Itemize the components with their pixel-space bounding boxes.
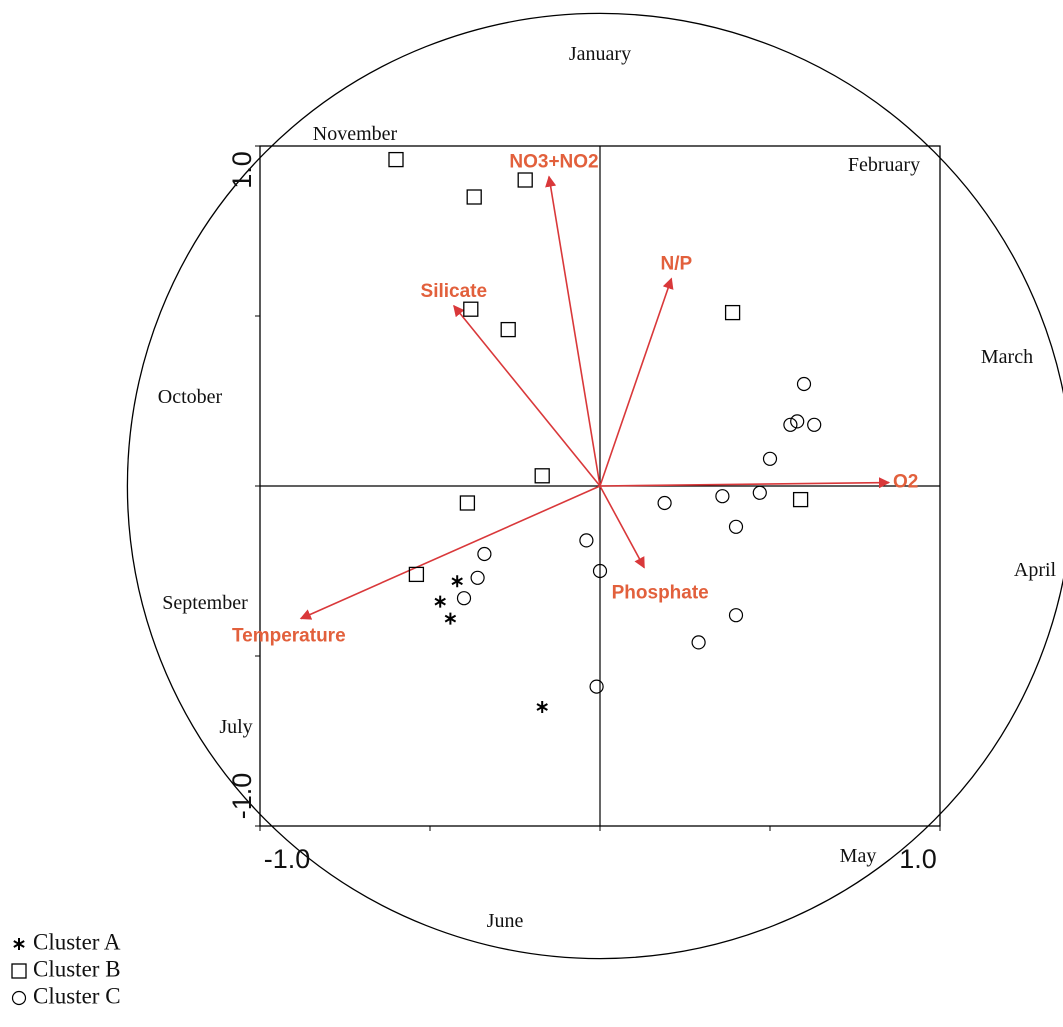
square-marker [388, 151, 404, 168]
circle-marker [728, 608, 744, 623]
month-label: March [981, 346, 1033, 368]
asterisk-marker [13, 938, 25, 950]
legend-entry: Cluster B [11, 956, 121, 981]
month-label: September [162, 592, 248, 614]
square-marker [466, 189, 482, 205]
square-marker [517, 172, 533, 188]
vector-arrow [599, 277, 674, 487]
square-marker [500, 321, 516, 338]
asterisk-marker [536, 701, 548, 713]
vector-arrow [599, 477, 891, 489]
vector-arrow [599, 485, 645, 569]
circle-marker [579, 533, 594, 548]
month-label: April [1014, 559, 1057, 581]
month-label: November [313, 123, 398, 145]
circle-marker [783, 417, 798, 432]
circle-marker [470, 570, 485, 585]
circle-marker [657, 495, 672, 511]
square-marker [792, 491, 809, 508]
circle-marker [11, 990, 27, 1006]
square-marker [463, 301, 479, 317]
vector-arrow [453, 304, 601, 487]
square-marker [408, 566, 425, 583]
square-marker [534, 468, 550, 484]
month-label: July [219, 716, 252, 738]
asterisk-marker [451, 575, 463, 588]
asterisk-marker [444, 612, 457, 625]
circle-marker [728, 519, 744, 534]
circle-marker [752, 485, 767, 500]
legend-entry: Cluster C [11, 983, 121, 1008]
circle-marker [477, 546, 492, 562]
vector-label: Silicate [421, 281, 488, 302]
legend-label: Cluster B [33, 956, 121, 981]
asterisk-marker [434, 595, 446, 608]
circle-marker [592, 563, 608, 579]
square-marker [724, 304, 741, 321]
square-marker [11, 963, 27, 979]
vector-label: Temperature [232, 626, 346, 647]
legend-entry: Cluster A [13, 929, 121, 954]
month-label: May [840, 845, 877, 867]
circle-marker [691, 635, 706, 650]
vector-label: N/P [661, 254, 693, 275]
vector-arrow [545, 175, 601, 487]
circle-marker [762, 451, 778, 466]
circle-marker [807, 417, 822, 432]
month-label: January [569, 43, 631, 65]
circle-marker [715, 489, 730, 504]
month-label: February [848, 154, 920, 176]
square-marker [459, 495, 476, 511]
y-tick-label: -1.0 [227, 773, 257, 820]
vector-label: O2 [893, 472, 918, 493]
month-label: June [487, 910, 524, 932]
legend-label: Cluster C [33, 983, 121, 1008]
vector-arrow [299, 485, 601, 620]
circle-marker [589, 679, 604, 694]
vector-label: NO3+NO2 [509, 152, 598, 173]
legend-label: Cluster A [33, 929, 121, 954]
x-tick-label: 1.0 [899, 844, 937, 874]
vector-label: Phosphate [612, 583, 709, 604]
correlation-circle [126, 12, 1063, 960]
circle-marker [790, 414, 805, 429]
x-tick-label: -1.0 [264, 844, 311, 874]
y-tick-label: 1.0 [227, 151, 257, 189]
month-label: October [158, 386, 223, 408]
circle-marker [456, 591, 472, 606]
circle-marker [796, 376, 812, 392]
